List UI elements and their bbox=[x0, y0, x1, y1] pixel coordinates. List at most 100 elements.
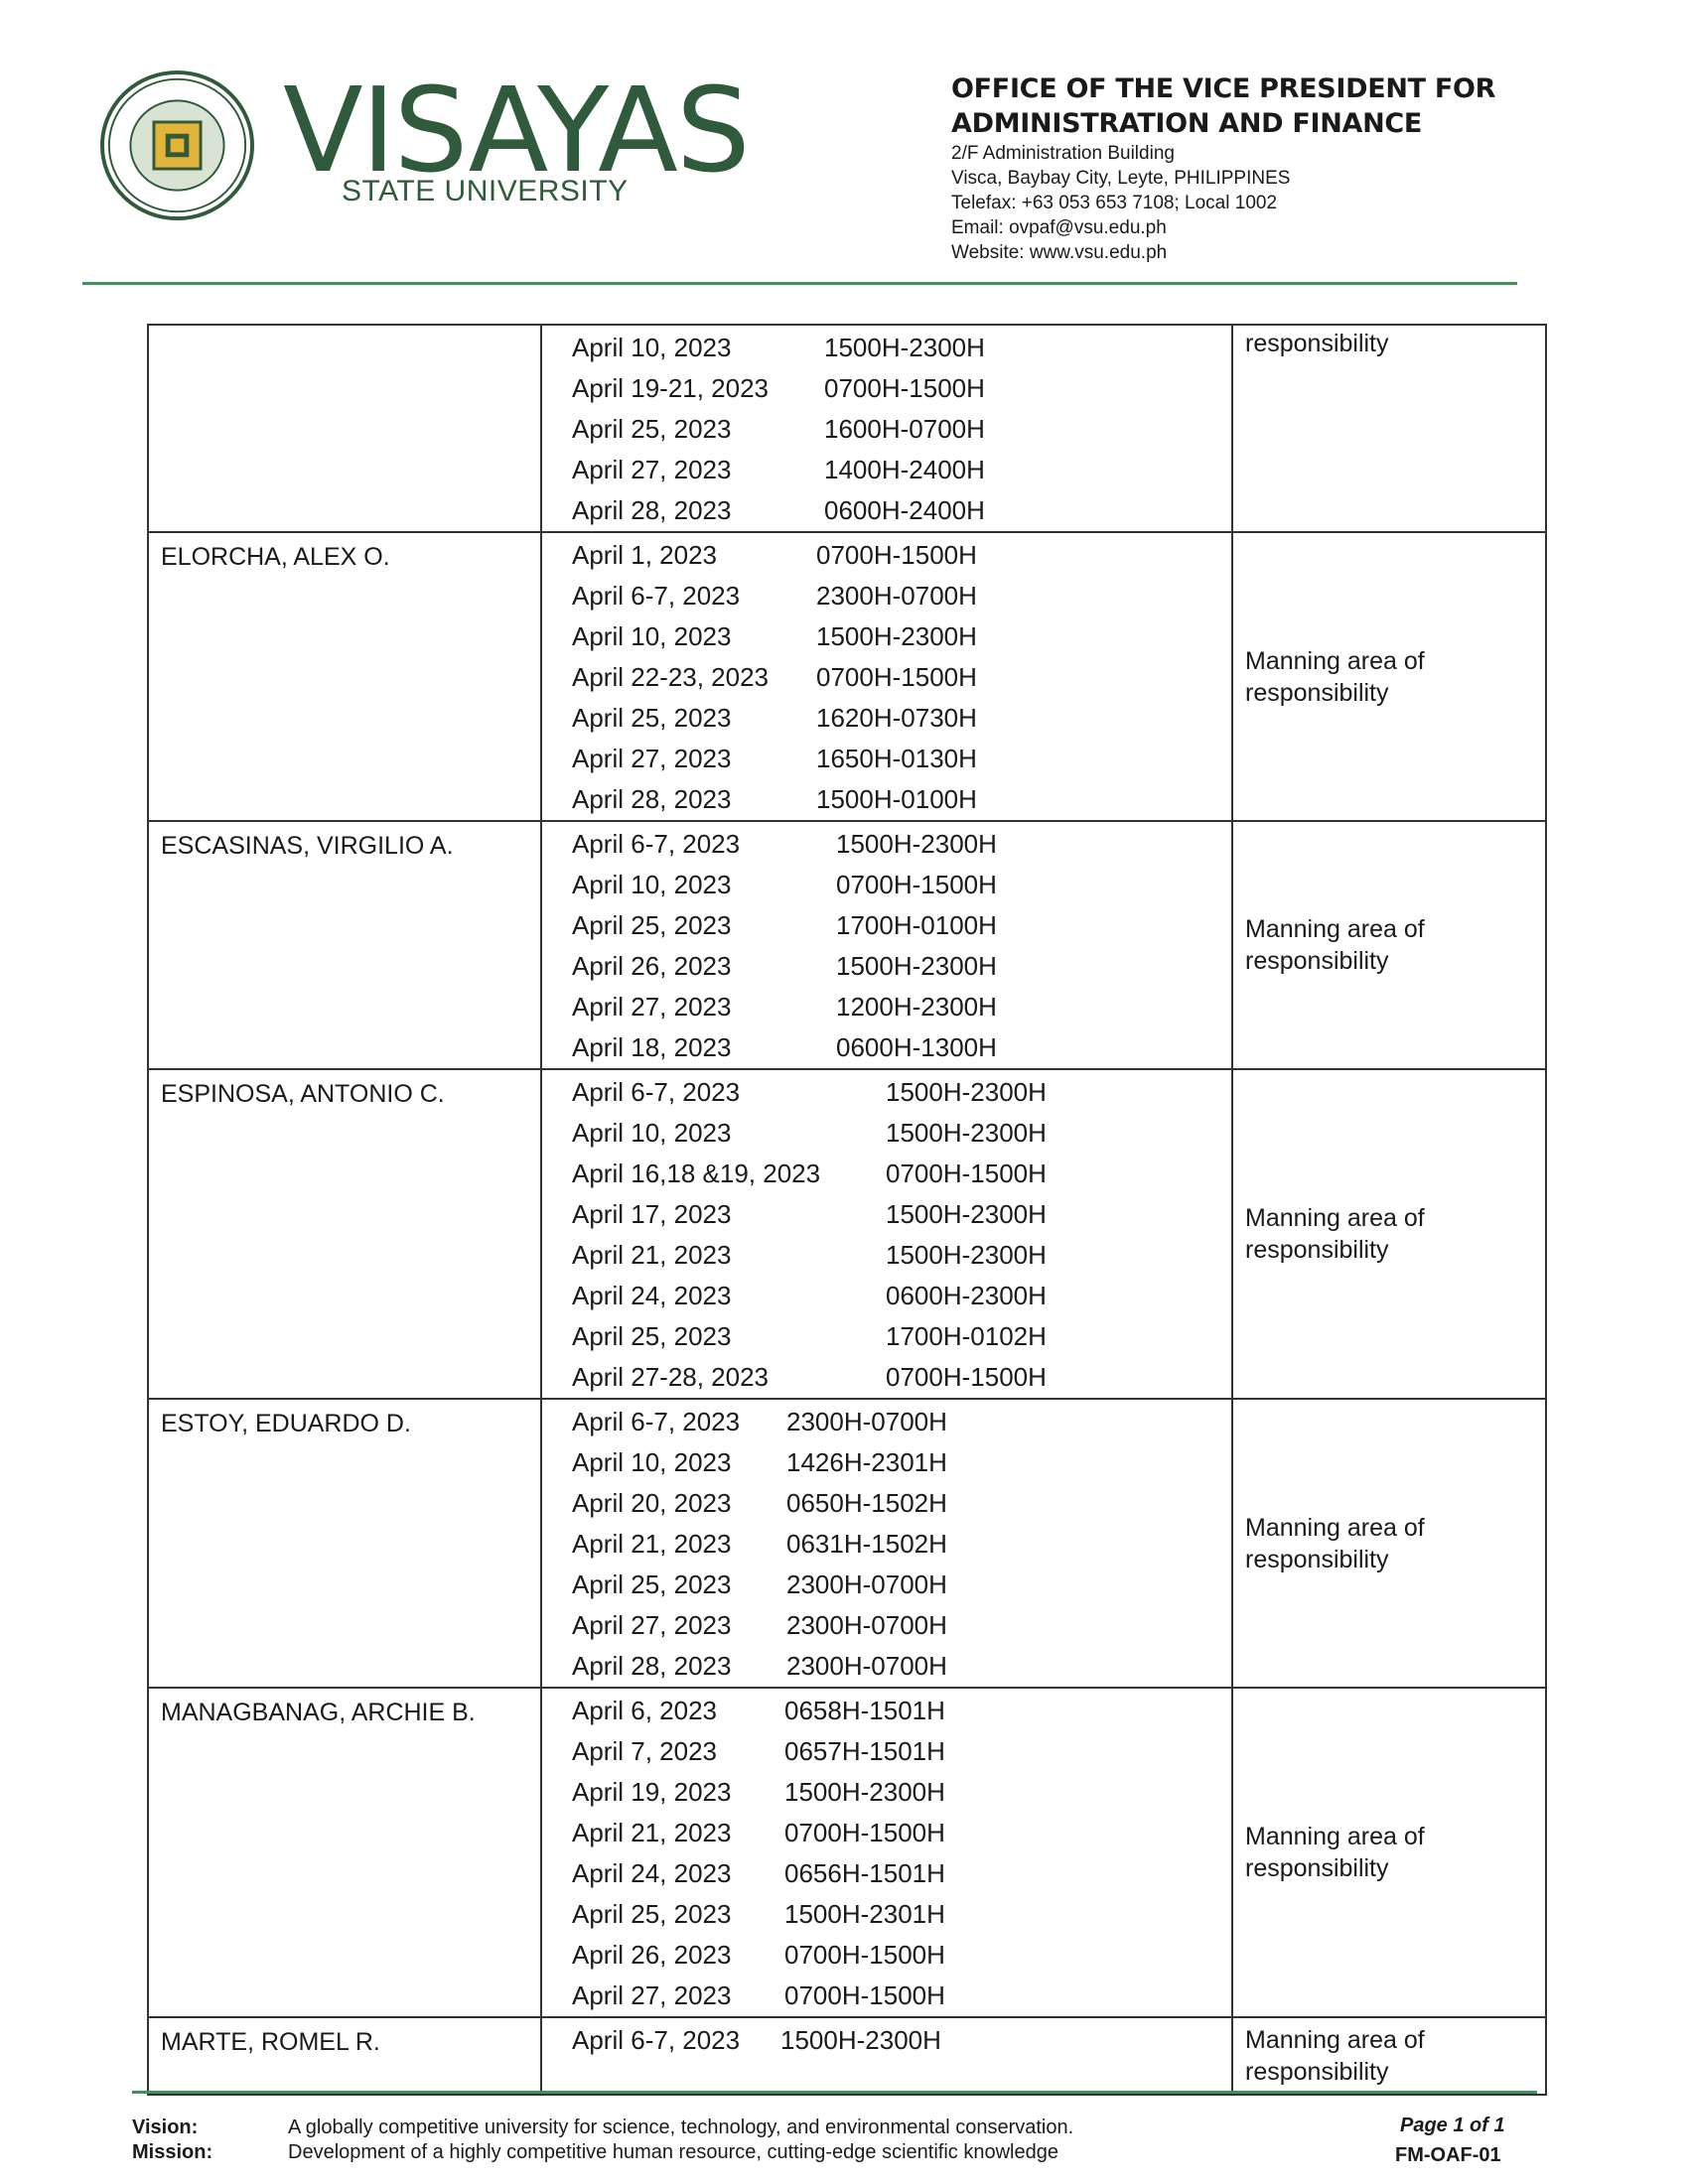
brand-subtitle: STATE UNIVERSITY bbox=[342, 175, 629, 207]
duty-hours: 2300H-0700H bbox=[786, 1651, 947, 1681]
duty-date: April 10, 2023 bbox=[572, 1447, 732, 1477]
duty-hours: 0700H-1500H bbox=[784, 1940, 945, 1970]
schedule-entry: April 10, 2023 1500H-2300H bbox=[572, 616, 1231, 657]
duty-date: April 1, 2023 bbox=[572, 540, 717, 570]
duty-date: April 6-7, 2023 bbox=[572, 829, 741, 859]
duty-date: April 6-7, 2023 bbox=[572, 581, 741, 611]
duty-date: April 10, 2023 bbox=[572, 1118, 732, 1148]
page-number: Page 1 of 1 bbox=[1400, 2115, 1505, 2136]
schedule-entry: April 19-21, 2023 0700H-1500H bbox=[572, 368, 1231, 409]
duty-schedule: April 10, 2023 1500H-2300H April 19-21, 20… bbox=[540, 324, 1233, 533]
duty-date: April 28, 2023 bbox=[572, 1651, 732, 1681]
duty-date: April 26, 2023 bbox=[572, 1940, 732, 1970]
schedule-entry: April 6, 2023 0658H-1501H bbox=[572, 1691, 1231, 1731]
duty-date: April 27-28, 2023 bbox=[572, 1362, 770, 1392]
duty-date: April 6-7, 2023 bbox=[572, 1077, 741, 1107]
duty-hours: 1500H-2300H bbox=[886, 1240, 1047, 1270]
duty-date: April 27, 2023 bbox=[572, 1610, 732, 1640]
schedule-entry: April 10, 2023 0700H-1500H bbox=[572, 865, 1231, 905]
table-row: ESCASINAS, VIRGILIO A. April 6-7, 2023 150… bbox=[147, 820, 1547, 1070]
duty-hours: 0700H-1500H bbox=[816, 662, 977, 692]
remarks: Manning area of responsibility bbox=[1231, 2016, 1547, 2096]
duty-date: April 22-23, 2023 bbox=[572, 662, 770, 692]
address-line2: Visca, Baybay City, Leyte, PHILIPPINES bbox=[951, 168, 1291, 189]
duty-hours: 0700H-1500H bbox=[824, 373, 985, 403]
duty-schedule: April 6-7, 2023 1500H-2300H April 10, 2023… bbox=[540, 820, 1233, 1070]
header-divider bbox=[82, 282, 1517, 285]
duty-date: April 20, 2023 bbox=[572, 1488, 732, 1518]
duty-hours: 1500H-2300H bbox=[836, 829, 997, 859]
schedule-entry: April 7, 2023 0657H-1501H bbox=[572, 1731, 1231, 1772]
schedule-entry: April 28, 2023 2300H-0700H bbox=[572, 1646, 1231, 1687]
duty-hours: 1500H-2300H bbox=[886, 1118, 1047, 1148]
schedule-entry: April 25, 2023 2300H-0700H bbox=[572, 1565, 1231, 1605]
remarks: responsibility bbox=[1231, 324, 1547, 533]
vision-text: A globally competitive university for sc… bbox=[288, 2116, 1074, 2138]
duty-date: April 27, 2023 bbox=[572, 455, 732, 484]
schedule-entry: April 18, 2023 0600H-1300H bbox=[572, 1027, 1231, 1068]
telefax: Telefax: +63 053 653 7108; Local 1002 bbox=[951, 193, 1278, 213]
duty-date: April 25, 2023 bbox=[572, 1570, 732, 1599]
duty-hours: 2300H-0700H bbox=[786, 1610, 947, 1640]
duty-hours: 1500H-2300H bbox=[784, 1777, 945, 1807]
schedule-entry: April 27, 2023 0700H-1500H bbox=[572, 1976, 1231, 2016]
duty-date: April 6-7, 2023 bbox=[572, 1407, 741, 1436]
schedule-entry: April 25, 2023 1500H-2301H bbox=[572, 1894, 1231, 1935]
table-row: ESPINOSA, ANTONIO C. April 6-7, 2023 1500H… bbox=[147, 1068, 1547, 1400]
schedule-entry: April 27-28, 2023 0700H-1500H bbox=[572, 1357, 1231, 1398]
duty-hours: 2300H-0700H bbox=[816, 581, 977, 611]
employee-name: MANAGBANAG, ARCHIE B. bbox=[147, 1687, 542, 2018]
duty-hours: 1426H-2301H bbox=[786, 1447, 947, 1477]
employee-name bbox=[147, 324, 542, 533]
duty-hours: 1500H-2300H bbox=[824, 333, 985, 362]
schedule-entry: April 10, 2023 1500H-2300H bbox=[572, 328, 1231, 368]
duty-hours: 1620H-0730H bbox=[816, 703, 977, 733]
schedule-entry: April 28, 2023 0600H-2400H bbox=[572, 490, 1231, 531]
duty-hours: 2300H-0700H bbox=[786, 1570, 947, 1599]
duty-hours: 1500H-2301H bbox=[784, 1899, 945, 1929]
duty-date: April 21, 2023 bbox=[572, 1818, 732, 1847]
remarks: Manning area of responsibility bbox=[1231, 1687, 1547, 2018]
schedule-entry: April 25, 2023 1620H-0730H bbox=[572, 698, 1231, 739]
schedule-entry: April 6-7, 2023 2300H-0700H bbox=[572, 1402, 1231, 1442]
schedule-entry: April 6-7, 2023 1500H-2300H bbox=[572, 1072, 1231, 1113]
schedule-entry: April 27, 2023 1650H-0130H bbox=[572, 739, 1231, 779]
duty-date: April 19, 2023 bbox=[572, 1777, 732, 1807]
schedule-entry: April 26, 2023 0700H-1500H bbox=[572, 1935, 1231, 1976]
duty-date: April 25, 2023 bbox=[572, 1899, 732, 1929]
duty-hours: 0600H-2300H bbox=[886, 1281, 1047, 1310]
schedule-entry: April 20, 2023 0650H-1502H bbox=[572, 1483, 1231, 1524]
footer-divider bbox=[132, 2091, 1537, 2094]
employee-name: ESTOY, EDUARDO D. bbox=[147, 1398, 542, 1689]
table-row: ESTOY, EDUARDO D. April 6-7, 2023 2300H-07… bbox=[147, 1398, 1547, 1689]
schedule-entry: April 1, 2023 0700H-1500H bbox=[572, 535, 1231, 576]
employee-name: ESPINOSA, ANTONIO C. bbox=[147, 1068, 542, 1400]
mission-label: Mission: bbox=[132, 2141, 213, 2163]
schedule-entry: April 27, 2023 1200H-2300H bbox=[572, 987, 1231, 1027]
table-row: MARTE, ROMEL R. April 6-7, 2023 1500H-2300… bbox=[147, 2016, 1547, 2096]
duty-hours: 0658H-1501H bbox=[784, 1696, 945, 1725]
employee-name: ELORCHA, ALEX O. bbox=[147, 531, 542, 822]
schedule-entry: April 17, 2023 1500H-2300H bbox=[572, 1194, 1231, 1235]
remarks: Manning area of responsibility bbox=[1231, 1398, 1547, 1689]
duty-hours: 1500H-2300H bbox=[836, 951, 997, 981]
employee-name: ESCASINAS, VIRGILIO A. bbox=[147, 820, 542, 1070]
duty-hours: 0600H-2400H bbox=[824, 495, 985, 525]
university-seal-logo bbox=[100, 69, 254, 221]
duty-hours: 1700H-0102H bbox=[886, 1321, 1047, 1351]
remarks: Manning area of responsibility bbox=[1231, 1068, 1547, 1400]
table-row: ELORCHA, ALEX O. April 1, 2023 0700H-1500H… bbox=[147, 531, 1547, 822]
duty-date: April 27, 2023 bbox=[572, 992, 732, 1022]
duty-date: April 28, 2023 bbox=[572, 784, 732, 814]
office-header: OFFICE OF THE VICE PRESIDENT FOR ADMINIS… bbox=[951, 71, 1495, 265]
duty-schedule: April 6-7, 2023 1500H-2300H bbox=[540, 2016, 1233, 2096]
schedule-entry: April 6-7, 2023 1500H-2300H bbox=[572, 2020, 1231, 2061]
schedule-entry: April 25, 2023 1700H-0100H bbox=[572, 905, 1231, 946]
duty-hours: 0700H-1500H bbox=[836, 870, 997, 899]
duty-hours: 0700H-1500H bbox=[886, 1159, 1047, 1188]
duty-date: April 25, 2023 bbox=[572, 703, 732, 733]
schedule-entry: April 26, 2023 1500H-2300H bbox=[572, 946, 1231, 987]
schedule-entry: April 16,18 &19, 2023 0700H-1500H bbox=[572, 1154, 1231, 1194]
schedule-entry: April 24, 2023 0656H-1501H bbox=[572, 1853, 1231, 1894]
duty-hours: 0700H-1500H bbox=[816, 540, 977, 570]
